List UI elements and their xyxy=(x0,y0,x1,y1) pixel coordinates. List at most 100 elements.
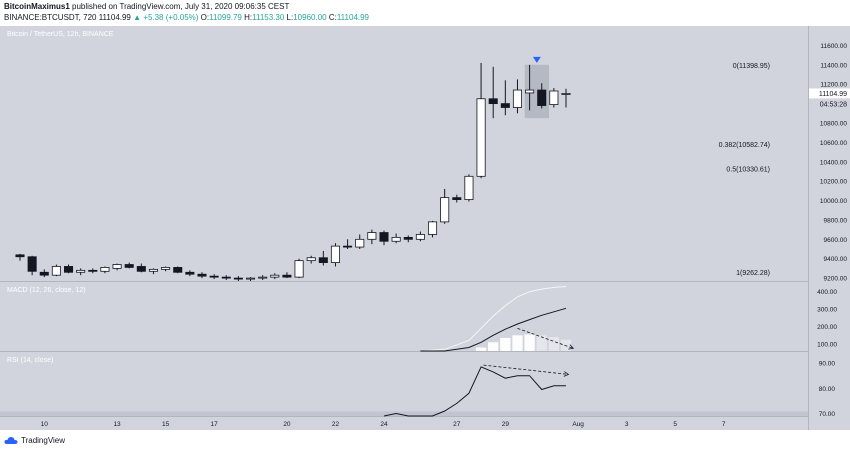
candle-body-35 xyxy=(440,197,450,223)
footer xyxy=(0,430,850,451)
annotations xyxy=(483,327,575,377)
rsi-label: RSI (14, close) xyxy=(7,357,53,364)
macd-tick-0: 100.00 xyxy=(817,342,837,349)
macd-label: MACD (12, 26, close, 12) xyxy=(7,287,86,294)
tradingview-cloud-icon xyxy=(4,437,18,444)
time-tick-8: 29 xyxy=(502,421,510,428)
candle-body-8 xyxy=(112,264,122,269)
symbol-ohlc-line: BINANCE:BTCUSDT, 720 11104.99 ▲ +5.38 (+… xyxy=(4,13,369,22)
price-tick-6: 10400.00 xyxy=(820,159,847,166)
candle-body-14 xyxy=(185,271,195,275)
price-tick-4: 10000.00 xyxy=(820,198,847,205)
tradingview-brand: TradingView xyxy=(21,436,66,445)
macd-hist-bar-8 xyxy=(560,339,572,351)
macd-pane xyxy=(420,286,572,352)
candle-body-23 xyxy=(294,260,304,278)
close-value: 11104.99 xyxy=(336,13,370,22)
rsi-tick-0: 70.00 xyxy=(819,411,836,418)
last-price-tag xyxy=(809,88,850,99)
high-label: H: xyxy=(244,13,253,22)
candle-body-4 xyxy=(64,266,74,273)
publish-header: BitcoinMaximus1 published on TradingView… xyxy=(0,0,850,26)
price-tick-1: 9400.00 xyxy=(824,256,848,263)
pane-separator-rsi[interactable] xyxy=(0,351,808,352)
candle-body-0 xyxy=(15,254,25,258)
price-tick-12: 11600.00 xyxy=(820,43,847,50)
pane-separator-macd[interactable] xyxy=(0,281,808,282)
price-tick-7: 10600.00 xyxy=(820,140,847,147)
rsi-divergence-arrow-head-icon xyxy=(563,371,570,377)
candle-body-30 xyxy=(379,232,389,242)
fib-level-label-2: 0.5(10330.61) xyxy=(726,166,770,173)
time-tick-6: 24 xyxy=(380,421,388,428)
time-axis[interactable] xyxy=(0,416,808,430)
fib-level-label-1: 0.382(10582.74) xyxy=(719,142,770,149)
tradingview-logo[interactable]: TradingView xyxy=(4,436,65,445)
countdown-text: 04:53:28 xyxy=(820,101,847,108)
candle-body-41 xyxy=(512,89,522,108)
chart-svg: Bitcoin / TetherUS, 12h, BINANCE MACD (1… xyxy=(0,31,850,428)
candle-body-32 xyxy=(403,236,413,240)
last-price: 11104.99 xyxy=(98,13,131,22)
author-name[interactable]: BitcoinMaximus1 xyxy=(4,2,70,11)
time-tick-4: 20 xyxy=(283,421,291,428)
candle-body-26 xyxy=(330,245,340,263)
candles xyxy=(15,62,571,281)
fib-level-label-3: 1(9262.28) xyxy=(736,270,770,277)
candle-body-39 xyxy=(488,98,498,105)
candle-body-20 xyxy=(258,276,268,279)
time-tick-5: 22 xyxy=(332,421,340,428)
rsi-tick-1: 80.00 xyxy=(819,386,836,393)
close-label: C: xyxy=(328,13,337,22)
macd-hist-bar-1 xyxy=(475,347,487,351)
published-text: published on TradingView.com, July 31, 2… xyxy=(72,2,290,11)
candle-body-29 xyxy=(367,232,377,240)
macd-signal-line xyxy=(420,307,567,352)
rsi-pane xyxy=(383,366,566,417)
open-value: 11099.79 xyxy=(209,13,242,22)
time-tick-12: 7 xyxy=(722,421,726,428)
rsi-overbought-band xyxy=(0,411,808,416)
price-tick-11: 11400.00 xyxy=(820,62,847,69)
macd-hist-bar-5 xyxy=(524,334,535,351)
time-tick-1: 13 xyxy=(113,421,121,428)
highlight-box xyxy=(524,56,550,119)
macd-hist-bar-7 xyxy=(548,337,560,351)
candle-body-42 xyxy=(525,89,535,94)
price-tick-2: 9600.00 xyxy=(824,237,848,244)
candle-body-25 xyxy=(318,257,328,263)
macd-hist-bar-2 xyxy=(488,342,499,351)
last-price-tag-text: 11104.99 xyxy=(819,91,847,98)
candle-body-21 xyxy=(270,274,280,278)
candle-body-36 xyxy=(452,197,462,200)
macd-tick-1: 200.00 xyxy=(817,324,837,331)
candle-body-31 xyxy=(391,236,401,242)
publish-line: BitcoinMaximus1 published on TradingView… xyxy=(4,2,289,11)
candle-body-17 xyxy=(221,276,231,279)
candle-body-16 xyxy=(209,275,219,278)
price-change: ▲ +5.38 (+0.05%) xyxy=(133,13,199,22)
candle-body-38 xyxy=(476,98,486,177)
down-arrow-marker-icon xyxy=(532,56,541,63)
chart-area[interactable] xyxy=(0,26,808,430)
candle-body-28 xyxy=(355,238,365,248)
candle-body-34 xyxy=(428,221,438,235)
price-tick-3: 9800.00 xyxy=(824,217,848,224)
symbol-interval: BINANCE:BTCUSDT, 720 xyxy=(4,13,97,22)
candle-body-1 xyxy=(27,256,37,272)
time-tick-10: 3 xyxy=(625,421,629,428)
candle-body-45 xyxy=(561,93,571,95)
candle-body-13 xyxy=(173,267,183,273)
time-tick-11: 5 xyxy=(673,421,677,428)
candle-body-27 xyxy=(343,245,353,248)
time-tick-2: 15 xyxy=(162,421,170,428)
rsi-line xyxy=(383,366,566,417)
macd-hist-bar-3 xyxy=(500,337,511,351)
high-value: 11153.30 xyxy=(252,13,285,22)
price-tick-10: 11200.00 xyxy=(820,82,847,89)
candle-body-3 xyxy=(51,266,61,276)
macd-tick-3: 400.00 xyxy=(817,289,837,296)
candle-body-43 xyxy=(537,89,547,106)
candle-body-44 xyxy=(549,90,559,105)
candle-body-9 xyxy=(124,264,134,268)
